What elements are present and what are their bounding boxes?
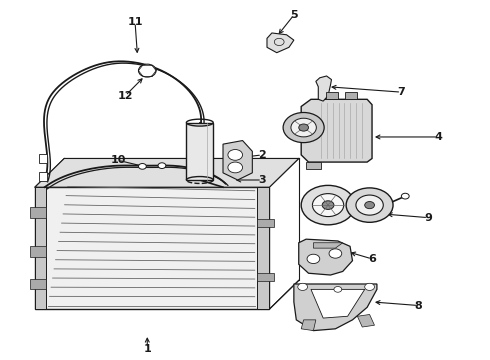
Circle shape: [307, 254, 320, 264]
Circle shape: [365, 202, 374, 209]
Polygon shape: [39, 172, 47, 181]
Polygon shape: [345, 92, 357, 99]
Circle shape: [139, 163, 147, 169]
Polygon shape: [257, 219, 274, 227]
Circle shape: [329, 249, 342, 258]
Circle shape: [301, 185, 355, 225]
Circle shape: [299, 124, 309, 131]
Circle shape: [365, 283, 374, 291]
Circle shape: [228, 149, 243, 160]
Circle shape: [356, 195, 383, 215]
Polygon shape: [306, 162, 321, 169]
Polygon shape: [357, 315, 374, 327]
Polygon shape: [35, 187, 270, 309]
Polygon shape: [30, 279, 46, 289]
Text: 7: 7: [397, 87, 405, 97]
Polygon shape: [301, 99, 372, 162]
Polygon shape: [314, 243, 343, 248]
Text: 8: 8: [415, 301, 422, 311]
Text: 11: 11: [127, 17, 143, 27]
Circle shape: [313, 194, 343, 217]
Text: 10: 10: [110, 155, 125, 165]
Text: 3: 3: [258, 175, 266, 185]
Text: 1: 1: [144, 343, 151, 354]
Polygon shape: [257, 273, 274, 281]
Polygon shape: [299, 239, 352, 275]
Text: 4: 4: [434, 132, 442, 142]
Circle shape: [158, 163, 166, 168]
Polygon shape: [30, 246, 46, 257]
Polygon shape: [223, 140, 252, 180]
Polygon shape: [316, 76, 331, 101]
Polygon shape: [35, 187, 46, 309]
Circle shape: [291, 118, 317, 137]
Circle shape: [401, 193, 409, 199]
Polygon shape: [311, 289, 365, 318]
Text: 6: 6: [368, 254, 376, 264]
Polygon shape: [186, 123, 213, 180]
Polygon shape: [257, 187, 270, 309]
Circle shape: [283, 112, 324, 143]
Text: 2: 2: [258, 150, 266, 160]
Polygon shape: [30, 207, 46, 218]
Polygon shape: [326, 92, 338, 99]
Polygon shape: [267, 33, 294, 53]
Polygon shape: [35, 158, 299, 187]
Circle shape: [322, 201, 334, 210]
Circle shape: [228, 162, 243, 173]
Polygon shape: [294, 284, 377, 330]
Circle shape: [334, 287, 342, 292]
Text: 9: 9: [424, 213, 432, 222]
Circle shape: [139, 64, 156, 77]
Polygon shape: [301, 320, 316, 330]
Circle shape: [346, 188, 393, 222]
Text: 12: 12: [118, 91, 133, 101]
Polygon shape: [39, 154, 47, 163]
Circle shape: [298, 283, 308, 291]
Text: 5: 5: [290, 10, 297, 20]
